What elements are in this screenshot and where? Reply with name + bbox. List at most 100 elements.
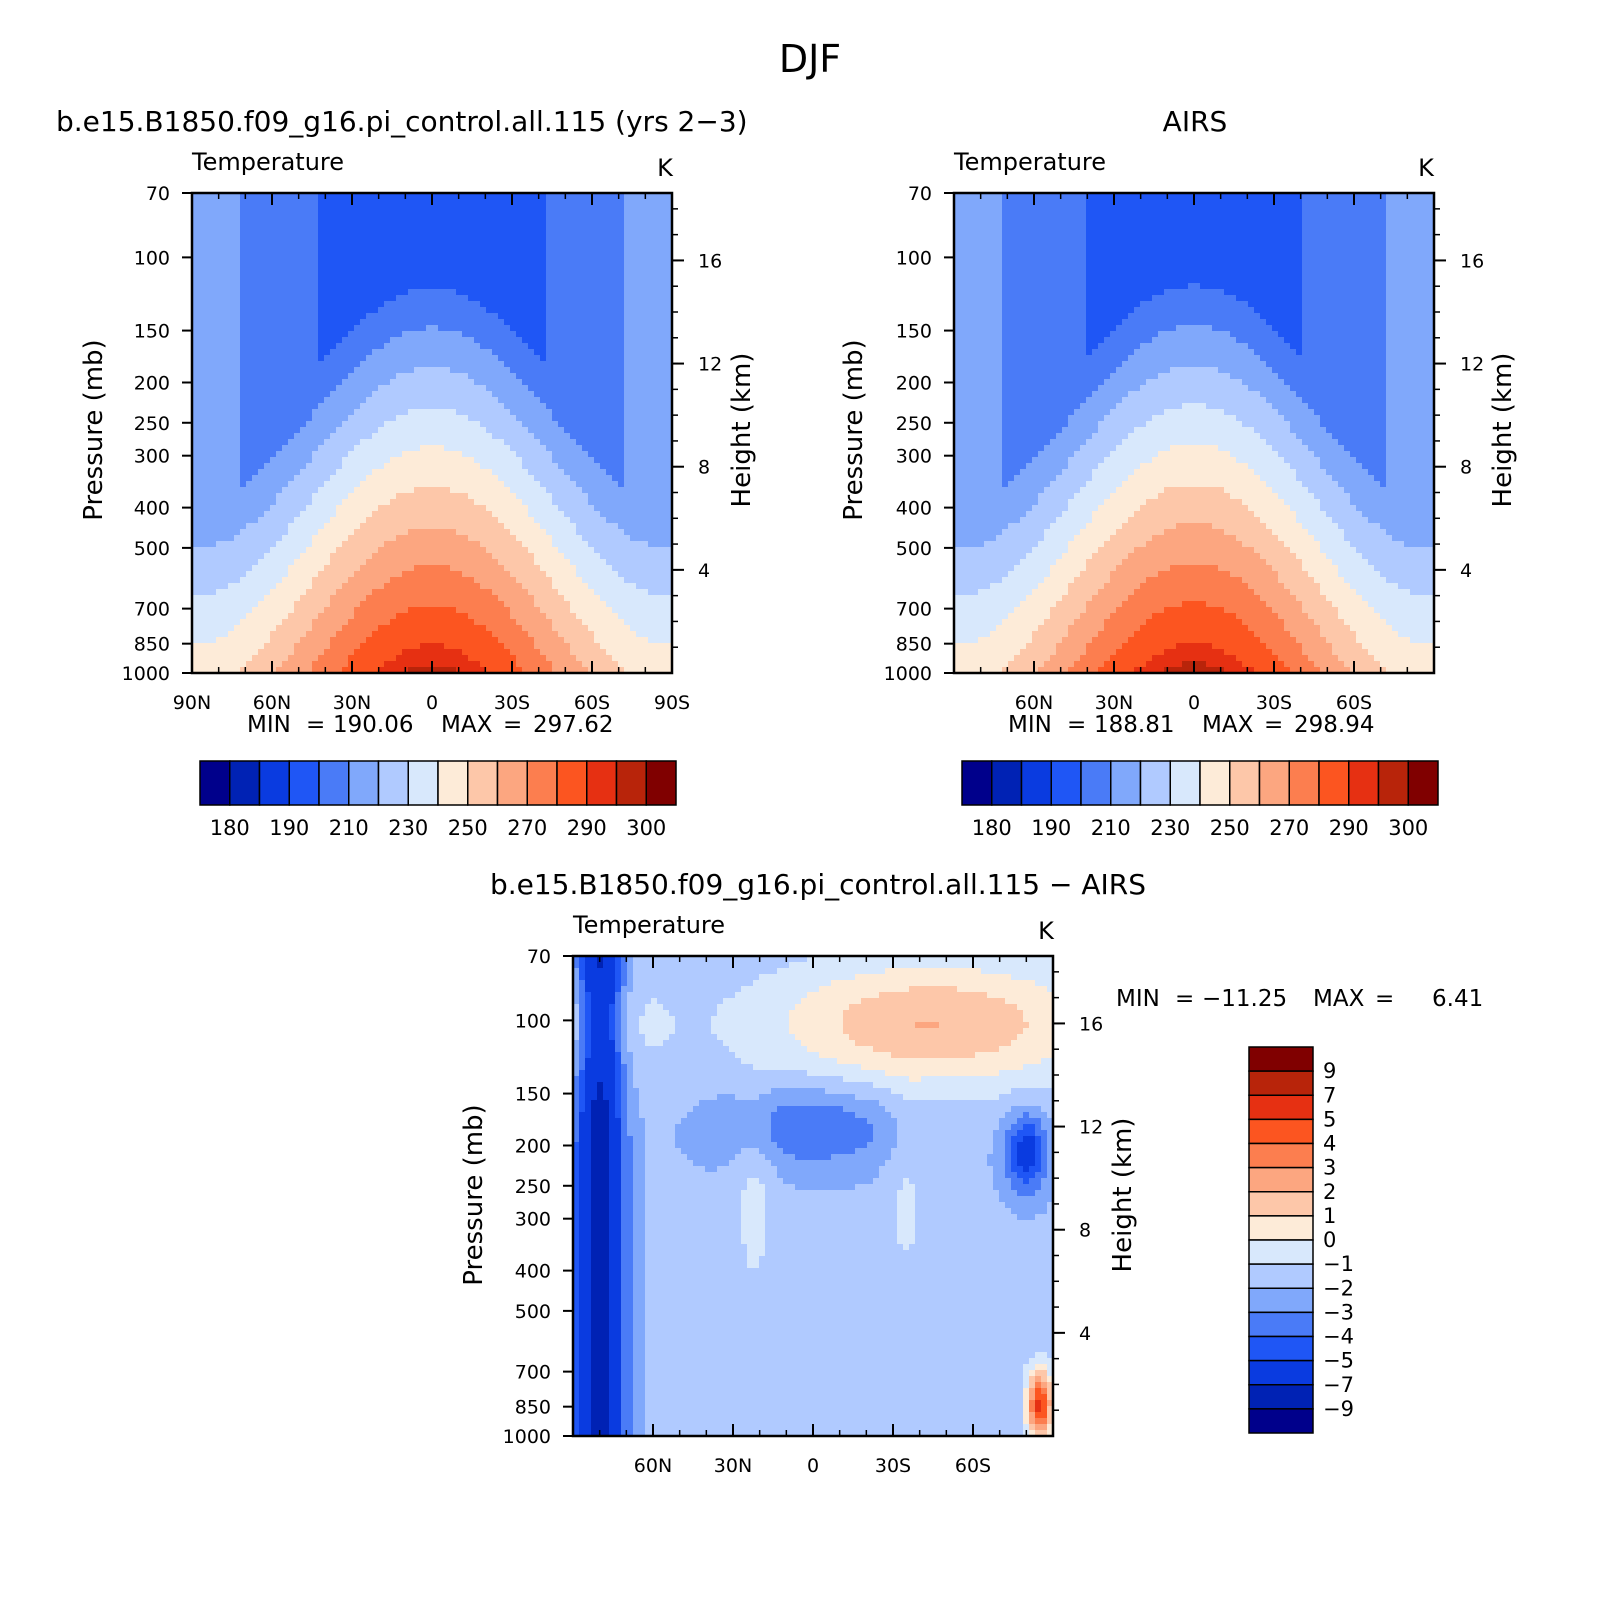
- field-cell: [198, 379, 205, 386]
- field-cell: [438, 319, 445, 326]
- field-cell: [534, 373, 541, 380]
- field-cell: [300, 259, 307, 266]
- field-cell: [324, 205, 331, 212]
- field-cell: [624, 349, 631, 356]
- field-cell: [522, 451, 529, 458]
- field-cell: [486, 397, 493, 404]
- field-cell: [540, 553, 547, 560]
- field-cell: [582, 475, 589, 482]
- field-cell: [216, 499, 223, 506]
- field-cell: [246, 457, 253, 464]
- field-cell: [624, 295, 631, 302]
- field-cell: [240, 277, 247, 284]
- field-cell: [648, 301, 655, 308]
- field-cell: [606, 409, 613, 416]
- field-cell: [588, 247, 595, 254]
- field-cell: [216, 205, 223, 212]
- field-cell: [432, 391, 439, 398]
- field-cell: [240, 379, 247, 386]
- field-cell: [522, 409, 529, 416]
- field-cell: [438, 295, 445, 302]
- field-cell: [468, 241, 475, 248]
- field-cell: [426, 235, 433, 242]
- field-cell: [648, 427, 655, 434]
- field-cell: [324, 211, 331, 218]
- field-cell: [546, 217, 553, 224]
- field-cell: [306, 475, 313, 482]
- field-cell: [450, 271, 457, 278]
- field-cell: [624, 541, 631, 548]
- field-cell: [366, 487, 373, 494]
- field-cell: [252, 229, 259, 236]
- field-cell: [564, 217, 571, 224]
- field-cell: [660, 313, 667, 320]
- field-cell: [558, 403, 565, 410]
- field-cell: [438, 265, 445, 272]
- field-cell: [216, 379, 223, 386]
- field-cell: [456, 277, 463, 284]
- field-cell: [372, 259, 379, 266]
- field-cell: [582, 499, 589, 506]
- field-cell: [462, 319, 469, 326]
- field-cell: [204, 547, 211, 554]
- field-cell: [336, 283, 343, 290]
- field-cell: [222, 385, 229, 392]
- field-cell: [318, 253, 325, 260]
- field-cell: [300, 229, 307, 236]
- field-cell: [498, 469, 505, 476]
- field-cell: [660, 265, 667, 272]
- field-cell: [282, 421, 289, 428]
- field-cell: [618, 391, 625, 398]
- field-cell: [618, 361, 625, 368]
- field-cell: [330, 217, 337, 224]
- field-cell: [576, 523, 583, 530]
- field-cell: [384, 265, 391, 272]
- field-cell: [324, 259, 331, 266]
- field-cell: [432, 241, 439, 248]
- field-cell: [660, 307, 667, 314]
- field-cell: [270, 487, 277, 494]
- field-cell: [204, 451, 211, 458]
- field-cell: [318, 211, 325, 218]
- field-cell: [408, 487, 415, 494]
- field-cell: [468, 199, 475, 206]
- field-cell: [342, 379, 349, 386]
- field-cell: [522, 541, 529, 548]
- field-cell: [576, 211, 583, 218]
- field-cell: [258, 259, 265, 266]
- field-cell: [288, 463, 295, 470]
- field-cell: [594, 451, 601, 458]
- field-cell: [198, 229, 205, 236]
- field-cell: [366, 313, 373, 320]
- field-cell: [642, 517, 649, 524]
- field-cell: [408, 247, 415, 254]
- field-cell: [492, 331, 499, 338]
- field-cell: [390, 391, 397, 398]
- field-cell: [528, 229, 535, 236]
- field-cell: [336, 319, 343, 326]
- field-cell: [306, 385, 313, 392]
- field-cell: [564, 523, 571, 530]
- field-cell: [624, 259, 631, 266]
- field-cell: [642, 397, 649, 404]
- field-cell: [270, 283, 277, 290]
- field-cell: [648, 541, 655, 548]
- field-cell: [390, 331, 397, 338]
- field-cell: [456, 529, 463, 536]
- field-cell: [264, 433, 271, 440]
- field-cell: [630, 247, 637, 254]
- field-cell: [510, 361, 517, 368]
- field-cell: [264, 409, 271, 416]
- field-cell: [516, 415, 523, 422]
- field-cell: [396, 493, 403, 500]
- field-cell: [636, 475, 643, 482]
- field-cell: [198, 481, 205, 488]
- field-cell: [252, 445, 259, 452]
- field-cell: [342, 295, 349, 302]
- field-cell: [222, 433, 229, 440]
- field-cell: [462, 247, 469, 254]
- field-cell: [534, 295, 541, 302]
- field-cell: [222, 511, 229, 518]
- field-cell: [384, 553, 391, 560]
- field-cell: [306, 439, 313, 446]
